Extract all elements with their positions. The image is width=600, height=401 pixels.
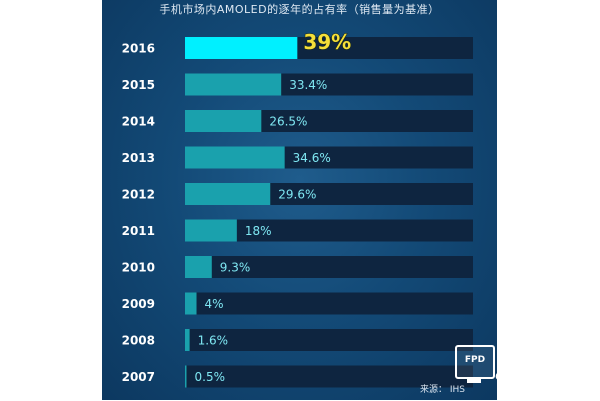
- site-watermark: FPD 中华显示网 chinafpd.net: [447, 337, 597, 399]
- year-label: 2015: [122, 78, 155, 92]
- value-label: 29.6%: [278, 188, 316, 202]
- monitor-logo-icon: FPD: [455, 345, 495, 379]
- chart-title: 手机市场内AMOLED的逐年的占有率（销售量为基准）: [159, 3, 440, 16]
- chart-panel: 手机市场内AMOLED的逐年的占有率（销售量为基准） 2016 39% 2015 33…: [102, 0, 497, 400]
- year-label: 2014: [122, 115, 155, 129]
- value-label: 0.5%: [195, 370, 226, 384]
- bar-track: [185, 256, 473, 278]
- bar-track: [185, 219, 473, 242]
- value-label: 1.6%: [198, 334, 229, 348]
- bar-2008: [185, 329, 190, 351]
- value-label: 26.5%: [269, 115, 307, 129]
- bar-2009: [185, 292, 197, 315]
- year-label: 2008: [122, 334, 155, 348]
- monitor-stand-icon: [467, 379, 481, 383]
- bar-2015: [185, 73, 282, 96]
- year-label: 2016: [122, 42, 155, 56]
- bar-track: [185, 292, 473, 315]
- watermark-title: 中华显示网: [497, 345, 585, 399]
- bar-2014: [185, 110, 262, 132]
- bar-2012: [185, 183, 271, 205]
- year-label: 2013: [122, 151, 155, 165]
- bar-track: [185, 365, 473, 388]
- bar-2011: [185, 219, 237, 242]
- bar-2016: [185, 37, 298, 59]
- year-label: 2012: [122, 188, 155, 202]
- value-label: 33.4%: [289, 78, 327, 92]
- year-label: 2011: [122, 224, 155, 238]
- value-label: 4%: [205, 297, 224, 311]
- bar-track: [185, 329, 473, 351]
- bar-2013: [185, 146, 285, 169]
- value-label-highlight: 39%: [303, 30, 351, 54]
- bar-2010: [185, 256, 212, 278]
- year-label: 2009: [122, 297, 155, 311]
- logo-text: FPD: [464, 355, 486, 365]
- bar-2007: [185, 365, 187, 388]
- value-label: 34.6%: [293, 151, 331, 165]
- year-label: 2010: [122, 261, 155, 275]
- value-label: 9.3%: [220, 261, 251, 275]
- source-note: 来源： IHS: [420, 385, 465, 395]
- bar-chart: 2016 39% 2015 33.4% 2014 26.5% 2013 34.6% 2012 29…: [122, 30, 473, 388]
- year-label: 2007: [122, 370, 155, 384]
- watermark-url: chinafpd.net: [495, 369, 577, 384]
- value-label: 18%: [245, 224, 272, 238]
